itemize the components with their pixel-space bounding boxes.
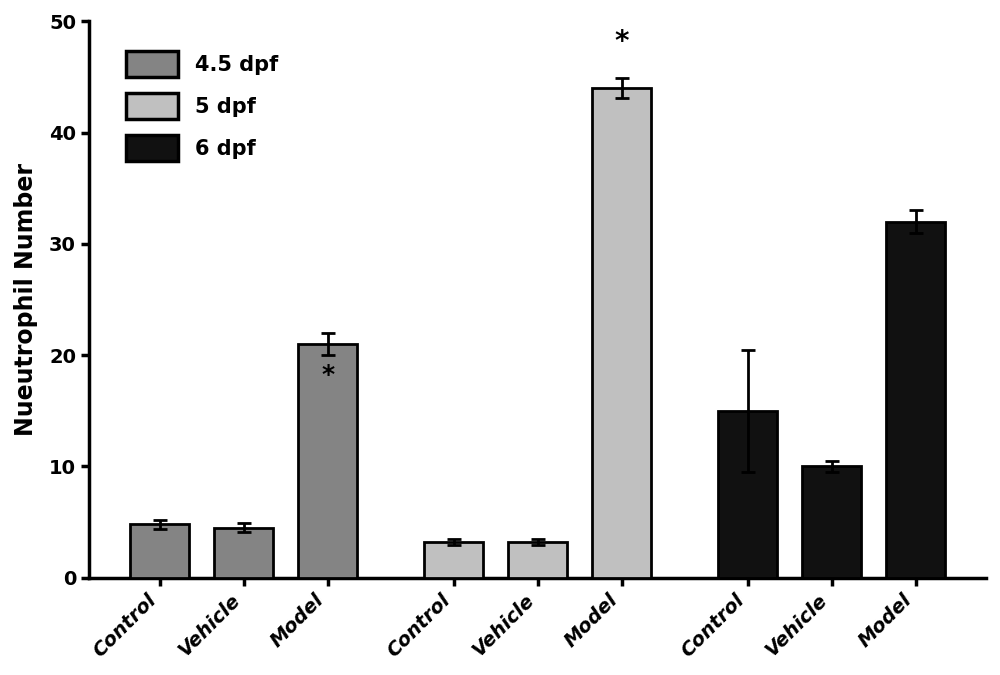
Y-axis label: Nueutrophil Number: Nueutrophil Number: [14, 163, 38, 436]
Bar: [886, 221, 945, 578]
Legend: 4.5 dpf, 5 dpf, 6 dpf: 4.5 dpf, 5 dpf, 6 dpf: [118, 43, 286, 169]
Bar: [424, 542, 483, 578]
Bar: [298, 344, 357, 578]
Bar: [718, 410, 777, 578]
Bar: [592, 88, 651, 578]
Bar: [508, 542, 567, 578]
Bar: [130, 524, 189, 578]
Bar: [802, 466, 861, 578]
Bar: [214, 527, 273, 578]
Text: *: *: [321, 363, 334, 387]
Text: *: *: [614, 28, 629, 56]
